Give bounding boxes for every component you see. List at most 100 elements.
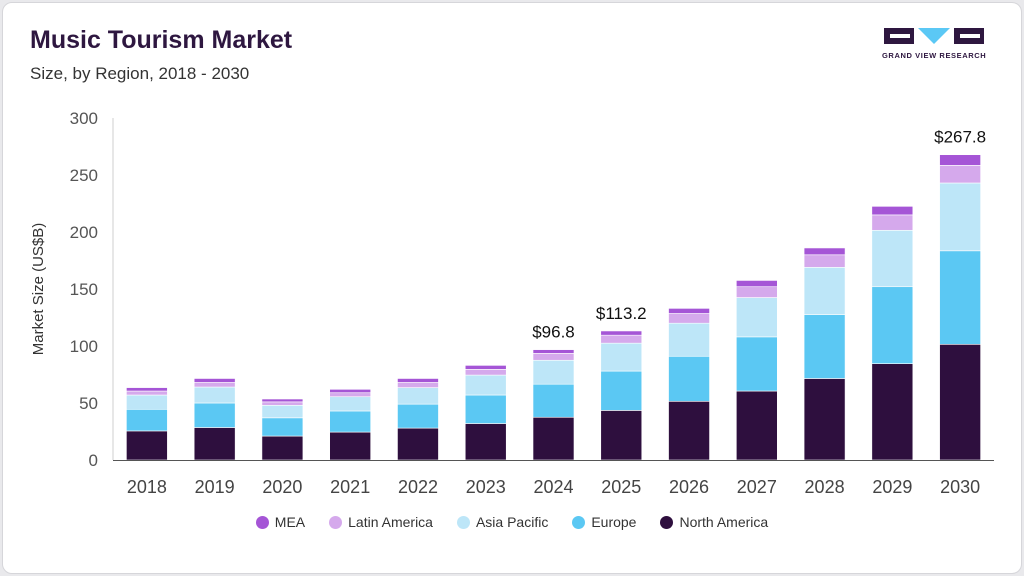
bar-segment-mea bbox=[532, 349, 575, 354]
legend-swatch bbox=[572, 515, 586, 529]
y-tick-label: 200 bbox=[70, 223, 98, 242]
bar-segment-europe bbox=[126, 408, 168, 432]
bar-segment-mea bbox=[803, 247, 846, 256]
bar-segment-mea bbox=[668, 308, 710, 314]
bar-stack-2019 bbox=[193, 378, 236, 461]
bar-segment-asia-pacific bbox=[668, 322, 710, 357]
bar-segment-mea bbox=[261, 398, 304, 403]
x-tick-label: 2026 bbox=[669, 477, 709, 497]
total-label: $267.8 bbox=[934, 128, 986, 147]
legend-swatch bbox=[255, 515, 269, 529]
bar-segment-latin-america bbox=[532, 353, 575, 361]
bar-segment-mea bbox=[600, 330, 643, 336]
logo-mark-icon bbox=[884, 28, 984, 44]
legend-item-mea: MEA bbox=[255, 514, 306, 530]
bar-segment-latin-america bbox=[600, 334, 643, 344]
bar-segment-asia-pacific bbox=[261, 404, 304, 419]
bar-segment-north-america bbox=[600, 410, 643, 461]
bar-segment-mea bbox=[464, 365, 507, 370]
bar-segment-asia-pacific bbox=[871, 229, 914, 288]
bar-segment-latin-america bbox=[464, 369, 507, 376]
bar-stack-2028 bbox=[803, 247, 846, 461]
chart-legend: MEA Latin America Asia Pacific Europe North … bbox=[0, 514, 1024, 530]
bar-segment-europe bbox=[668, 355, 710, 402]
bar-segment-latin-america bbox=[193, 382, 236, 388]
bar-stack-2018 bbox=[126, 387, 168, 461]
x-tick-label: 2022 bbox=[398, 477, 438, 497]
legend-item-latin-america: Latin America bbox=[329, 514, 433, 530]
bar-segment-mea bbox=[736, 280, 778, 288]
x-tick-label: 2030 bbox=[940, 477, 980, 497]
legend-item-north-america: North America bbox=[660, 514, 768, 530]
bar-segment-europe bbox=[397, 403, 439, 429]
bar-segment-latin-america bbox=[939, 165, 981, 184]
bar-segment-north-america bbox=[464, 423, 507, 461]
chart-subtitle: Size, by Region, 2018 - 2030 bbox=[30, 64, 250, 83]
y-tick-label: 250 bbox=[70, 166, 98, 185]
bar-segment-asia-pacific bbox=[532, 359, 575, 385]
legend-label: North America bbox=[679, 514, 769, 530]
bar-segment-asia-pacific bbox=[329, 396, 371, 412]
bar-segment-latin-america bbox=[261, 401, 304, 406]
bar-segment-latin-america bbox=[329, 392, 371, 398]
bar-segment-latin-america bbox=[668, 313, 710, 324]
bar-segment-north-america bbox=[736, 390, 778, 461]
logo-text: GRAND VIEW RESEARCH bbox=[882, 51, 987, 60]
x-tick-label: 2029 bbox=[872, 477, 912, 497]
bar-stack-2026 bbox=[668, 308, 710, 461]
bar-segment-latin-america bbox=[803, 254, 846, 268]
total-label: $113.2 bbox=[596, 304, 647, 323]
bar-segment-asia-pacific bbox=[736, 297, 778, 338]
bar-stack-2024 bbox=[532, 349, 575, 461]
bar-segment-latin-america bbox=[736, 286, 778, 298]
bar-segment-north-america bbox=[193, 427, 236, 461]
bar-segment-europe bbox=[871, 286, 914, 364]
legend-item-asia-pacific: Asia Pacific bbox=[456, 514, 549, 530]
bar-segment-north-america bbox=[939, 343, 981, 461]
y-axis-label: Market Size (US$B) bbox=[30, 223, 47, 356]
bar-segment-north-america bbox=[668, 400, 710, 461]
y-tick-label: 300 bbox=[70, 109, 98, 128]
bar-segment-north-america bbox=[532, 416, 575, 461]
bar-segment-europe bbox=[193, 402, 236, 428]
bar-segment-europe bbox=[464, 394, 507, 424]
x-tick-label: 2023 bbox=[466, 477, 506, 497]
bar-segment-europe bbox=[939, 250, 981, 345]
x-tick-label: 2027 bbox=[737, 477, 777, 497]
bar-segment-latin-america bbox=[871, 214, 914, 231]
bar-segment-asia-pacific bbox=[193, 386, 236, 404]
legend-label: Latin America bbox=[348, 514, 433, 530]
grand-view-research-logo: GRAND VIEW RESEARCH bbox=[882, 24, 986, 64]
x-tick-label: 2028 bbox=[805, 477, 845, 497]
y-tick-label: 100 bbox=[70, 337, 98, 356]
bar-segment-asia-pacific bbox=[397, 387, 439, 405]
legend-label: Asia Pacific bbox=[475, 514, 549, 530]
bar-stack-2027 bbox=[736, 280, 778, 461]
legend-label: MEA bbox=[274, 514, 306, 530]
total-label: $96.8 bbox=[532, 323, 575, 342]
bar-segment-mea bbox=[939, 154, 981, 166]
bar-segment-north-america bbox=[329, 431, 371, 461]
y-tick-label: 150 bbox=[70, 280, 98, 299]
bar-segment-latin-america bbox=[397, 382, 439, 388]
bar-segment-north-america bbox=[397, 427, 439, 461]
legend-item-europe: Europe bbox=[572, 514, 636, 530]
bar-segment-asia-pacific bbox=[600, 342, 643, 372]
bar-segment-mea bbox=[871, 206, 914, 216]
bar-segment-mea bbox=[397, 378, 439, 383]
bar-segment-europe bbox=[329, 410, 371, 433]
bar-segment-mea bbox=[193, 378, 236, 383]
x-tick-label: 2024 bbox=[533, 477, 573, 497]
bar-segment-mea bbox=[329, 389, 371, 394]
bar-stack-2020 bbox=[261, 398, 304, 461]
total-annotations: $96.8 $113.2 $267.8 bbox=[532, 128, 986, 342]
bar-segment-europe bbox=[736, 336, 778, 392]
x-tick-label: 2019 bbox=[195, 477, 235, 497]
bar-segment-asia-pacific bbox=[126, 394, 168, 410]
x-axis: 2018 2019 2020 2021 2022 2023 2024 2025 2026 2027… bbox=[113, 460, 994, 497]
bar-stack-2029 bbox=[871, 206, 914, 461]
y-tick-label: 0 bbox=[89, 451, 98, 470]
bar-segment-europe bbox=[532, 383, 575, 418]
